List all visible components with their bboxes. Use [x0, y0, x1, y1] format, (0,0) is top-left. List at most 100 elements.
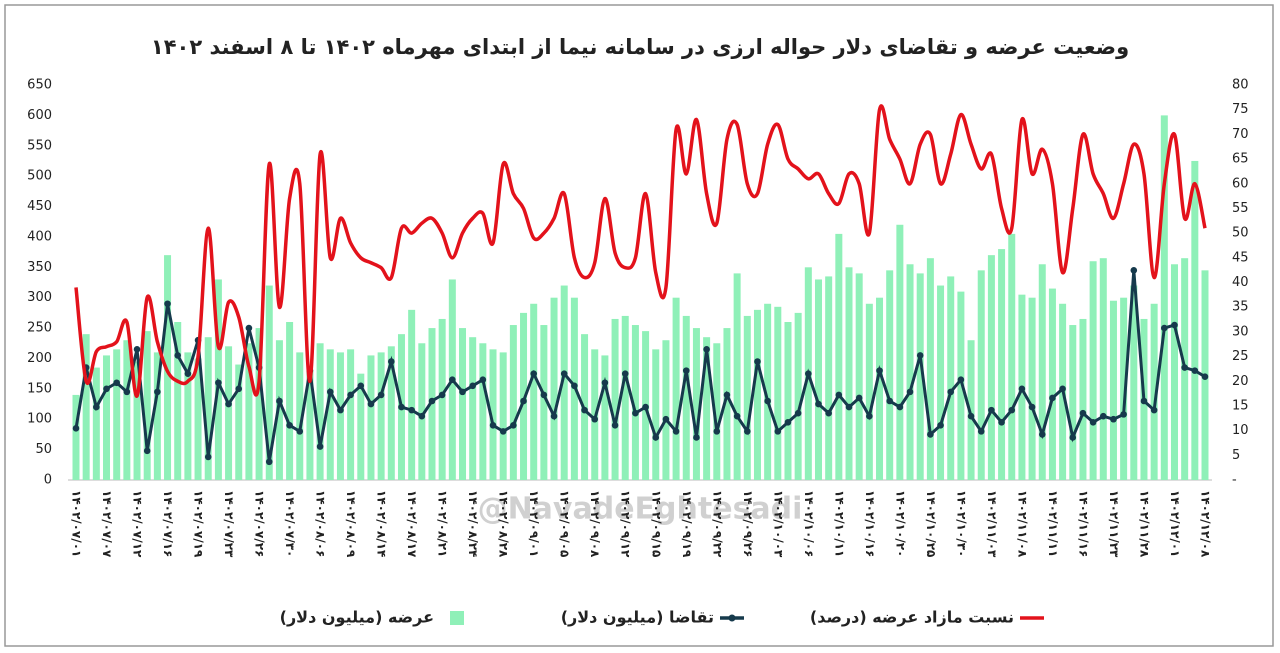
demand-marker	[459, 388, 466, 396]
demand-marker	[845, 403, 853, 411]
demand-marker	[784, 418, 792, 426]
demand-marker	[754, 358, 761, 365]
legend-swatch	[450, 611, 464, 625]
demand-marker	[723, 391, 731, 399]
x-tick-label: ۱۴۰۲/۱۲/۰۱	[1168, 490, 1182, 557]
x-tick-label: ۱۴۰۲/۱۱/۰۳	[985, 490, 999, 558]
x-tick-label: ۱۴۰۲/۱۰/۱۱	[832, 490, 846, 557]
x-tick-label: ۱۴۰۲/۱۰/۲۰	[893, 490, 907, 557]
demand-marker	[245, 324, 253, 332]
demand-marker	[388, 358, 395, 365]
bar	[652, 349, 660, 480]
x-tick-label: ۱۴۰۲/۱۲/۰۸	[1199, 490, 1213, 558]
demand-marker	[520, 397, 527, 405]
demand-marker	[530, 370, 538, 377]
demand-marker	[1150, 406, 1158, 414]
x-tick-label: ۱۴۰۲/۰۸/۰۹	[344, 490, 358, 558]
bar	[499, 352, 507, 480]
demand-marker	[1049, 394, 1056, 402]
bar	[967, 340, 975, 480]
bar	[560, 285, 568, 480]
x-tick-label: ۱۴۰۲/۰۷/۱۹	[192, 490, 206, 558]
bar	[1048, 288, 1056, 480]
demand-marker	[296, 428, 304, 435]
bar	[235, 364, 243, 480]
demand-marker	[1089, 418, 1097, 426]
demand-marker	[621, 370, 629, 377]
y-tick-label: 600	[27, 108, 52, 123]
bar	[225, 346, 233, 480]
y2-tick-label: 45	[1232, 250, 1249, 265]
y-tick-label: 650	[27, 78, 52, 93]
legend-label: عرضه (میلیون دلار)	[280, 608, 434, 627]
y2-tick-label: 30	[1232, 324, 1249, 339]
bar	[1191, 160, 1199, 480]
demand-marker	[998, 418, 1005, 426]
demand-marker	[825, 409, 832, 417]
x-tick-label: ۱۴۰۲/۰۸/۱۷	[405, 490, 419, 558]
bar	[631, 325, 639, 480]
bar	[764, 303, 772, 480]
bar	[845, 267, 853, 480]
bar	[530, 303, 538, 480]
demand-marker	[510, 422, 517, 429]
bar	[1160, 115, 1168, 480]
bar	[957, 291, 965, 480]
bar	[103, 355, 111, 480]
bar	[794, 312, 802, 480]
demand-marker	[215, 379, 222, 387]
y-tick-label: 100	[27, 412, 52, 427]
bar	[174, 322, 182, 480]
demand-marker	[316, 443, 324, 450]
y-tick-label: 550	[27, 138, 52, 153]
demand-marker	[916, 352, 924, 359]
bar	[977, 270, 985, 480]
demand-marker	[540, 391, 548, 399]
bar	[774, 306, 782, 480]
x-tick-label: ۱۴۰۲/۰۷/۱۲	[131, 490, 145, 558]
bar	[336, 352, 344, 480]
y2-tick-label: 70	[1232, 127, 1249, 142]
demand-marker	[581, 406, 588, 414]
demand-marker	[154, 388, 161, 396]
demand-marker	[988, 406, 995, 414]
bar	[1130, 285, 1138, 480]
demand-marker	[886, 397, 893, 405]
demand-marker	[1140, 397, 1148, 405]
demand-marker	[184, 370, 192, 377]
y2-tick-label: -	[1232, 473, 1237, 488]
x-tick-label: ۱۴۰۲/۰۸/۲۸	[497, 490, 511, 558]
demand-marker	[204, 453, 212, 461]
bar	[418, 343, 426, 480]
x-tick-label: ۱۴۰۲/۱۰/۲۵	[924, 490, 938, 557]
demand-marker	[937, 422, 944, 429]
demand-marker	[1161, 324, 1168, 332]
demand-marker	[906, 388, 914, 396]
demand-marker	[876, 367, 883, 374]
demand-marker	[662, 415, 670, 423]
bar	[733, 273, 741, 480]
demand-marker	[866, 412, 873, 420]
demand-marker	[947, 388, 955, 396]
demand-marker	[377, 391, 385, 399]
bar	[479, 343, 487, 480]
bar	[1069, 325, 1077, 480]
demand-marker	[408, 406, 415, 414]
demand-marker	[764, 397, 771, 405]
demand-marker	[103, 385, 110, 393]
bar	[916, 273, 924, 480]
demand-marker	[499, 428, 507, 435]
bar	[153, 352, 161, 480]
bar	[82, 334, 90, 480]
bar	[876, 297, 884, 480]
x-tick-label: ۱۴۰۲/۱۱/۱۱	[1046, 490, 1060, 557]
bar	[835, 233, 843, 480]
demand-marker	[449, 376, 456, 384]
bar	[723, 328, 731, 480]
bar	[489, 349, 497, 480]
demand-marker	[1191, 367, 1199, 374]
bar	[1008, 233, 1016, 480]
bar	[753, 309, 761, 480]
x-tick-label: ۱۴۰۲/۰۷/۰۱	[70, 490, 84, 557]
